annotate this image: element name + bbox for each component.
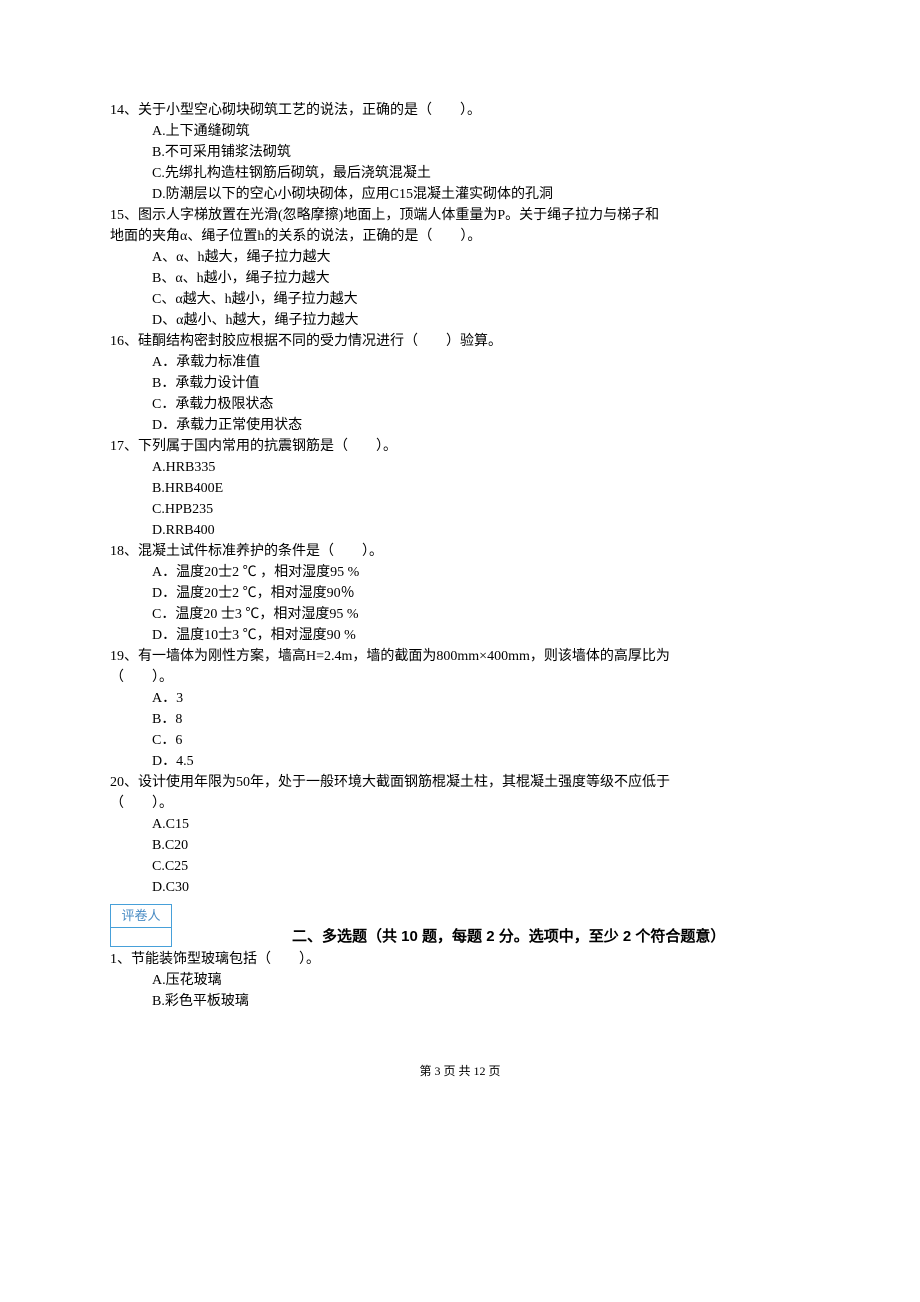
question-19: 19、有一墙体为刚性方案，墙高H=2.4m，墙的截面为800mm×400mm，则… [110, 646, 810, 772]
option-c: C．6 [110, 730, 810, 751]
option-a: A．承载力标准值 [110, 352, 810, 373]
option-d: D．4.5 [110, 751, 810, 772]
question-stem: 19、有一墙体为刚性方案，墙高H=2.4m，墙的截面为800mm×400mm，则… [110, 646, 810, 667]
option-c: C、α越大、h越小，绳子拉力越大 [110, 289, 810, 310]
option-c: C．温度20 士3 ℃，相对湿度95 % [110, 604, 810, 625]
question-stem: 20、设计使用年限为50年，处于一般环境大截面钢筋棍凝土柱，其棍凝土强度等级不应… [110, 772, 810, 793]
option-a: A.HRB335 [110, 457, 810, 478]
page-footer: 第 3 页 共 12 页 [110, 1062, 810, 1080]
option-b: B.不可采用铺浆法砌筑 [110, 142, 810, 163]
option-b: B.C20 [110, 835, 810, 856]
option-a: A.C15 [110, 814, 810, 835]
option-c: C．承载力极限状态 [110, 394, 810, 415]
option-a: A.上下通缝砌筑 [110, 121, 810, 142]
option-d: D.防潮层以下的空心小砌块砌体，应用C15混凝土灌实砌体的孔洞 [110, 184, 810, 205]
question-stem: 16、硅酮结构密封胶应根据不同的受力情况进行（ ）验算。 [110, 331, 810, 352]
question-17: 17、下列属于国内常用的抗震钢筋是（ ）。 A.HRB335 B.HRB400E… [110, 436, 810, 541]
option-b: B．承载力设计值 [110, 373, 810, 394]
option-c: C.HPB235 [110, 499, 810, 520]
option-d: D．温度10士3 ℃，相对湿度90 % [110, 625, 810, 646]
question-stem-cont: 地面的夹角α、绳子位置h的关系的说法，正确的是（ ）。 [110, 226, 810, 247]
question-15: 15、图示人字梯放置在光滑(忽略摩擦)地面上，顶端人体重量为P。关于绳子拉力与梯… [110, 205, 810, 331]
multi-question-1: 1、节能装饰型玻璃包括（ ）。 A.压花玻璃 B.彩色平板玻璃 [110, 949, 810, 1012]
question-stem: 18、混凝土试件标准养护的条件是（ ）。 [110, 541, 810, 562]
option-d: D.C30 [110, 877, 810, 898]
option-b: B.HRB400E [110, 478, 810, 499]
option-b: B.彩色平板玻璃 [110, 991, 810, 1012]
grader-empty-cell [111, 927, 172, 946]
section-2-title: 二、多选题（共 10 题，每题 2 分。选项中，至少 2 个符合题意） [172, 926, 725, 949]
option-d: D．承载力正常使用状态 [110, 415, 810, 436]
option-a: A、α、h越大，绳子拉力越大 [110, 247, 810, 268]
option-b: B、α、h越小，绳子拉力越大 [110, 268, 810, 289]
option-c: C.C25 [110, 856, 810, 877]
option-a: A．3 [110, 688, 810, 709]
question-18: 18、混凝土试件标准养护的条件是（ ）。 A．温度20士2 ℃ ，相对湿度95 … [110, 541, 810, 646]
option-a: A.压花玻璃 [110, 970, 810, 991]
option-b: D．温度20士2 ℃，相对湿度90％ [110, 583, 810, 604]
option-c: C.先绑扎构造柱钢筋后砌筑，最后浇筑混凝土 [110, 163, 810, 184]
option-a: A．温度20士2 ℃ ，相对湿度95 % [110, 562, 810, 583]
question-stem: 17、下列属于国内常用的抗震钢筋是（ ）。 [110, 436, 810, 457]
question-14: 14、关于小型空心砌块砌筑工艺的说法，正确的是（ ）。 A.上下通缝砌筑 B.不… [110, 100, 810, 205]
option-d: D.RRB400 [110, 520, 810, 541]
question-stem: 15、图示人字梯放置在光滑(忽略摩擦)地面上，顶端人体重量为P。关于绳子拉力与梯… [110, 205, 810, 226]
option-d: D、α越小、h越大，绳子拉力越大 [110, 310, 810, 331]
question-stem-cont: （ ）。 [110, 793, 810, 814]
question-16: 16、硅酮结构密封胶应根据不同的受力情况进行（ ）验算。 A．承载力标准值 B．… [110, 331, 810, 436]
option-b: B．8 [110, 709, 810, 730]
question-stem: 1、节能装饰型玻璃包括（ ）。 [110, 949, 810, 970]
question-20: 20、设计使用年限为50年，处于一般环境大截面钢筋棍凝土柱，其棍凝土强度等级不应… [110, 772, 810, 898]
question-stem: 14、关于小型空心砌块砌筑工艺的说法，正确的是（ ）。 [110, 100, 810, 121]
question-stem-cont: （ ）。 [110, 667, 810, 688]
grader-box: 评卷人 [110, 904, 172, 947]
grader-label: 评卷人 [111, 905, 172, 928]
